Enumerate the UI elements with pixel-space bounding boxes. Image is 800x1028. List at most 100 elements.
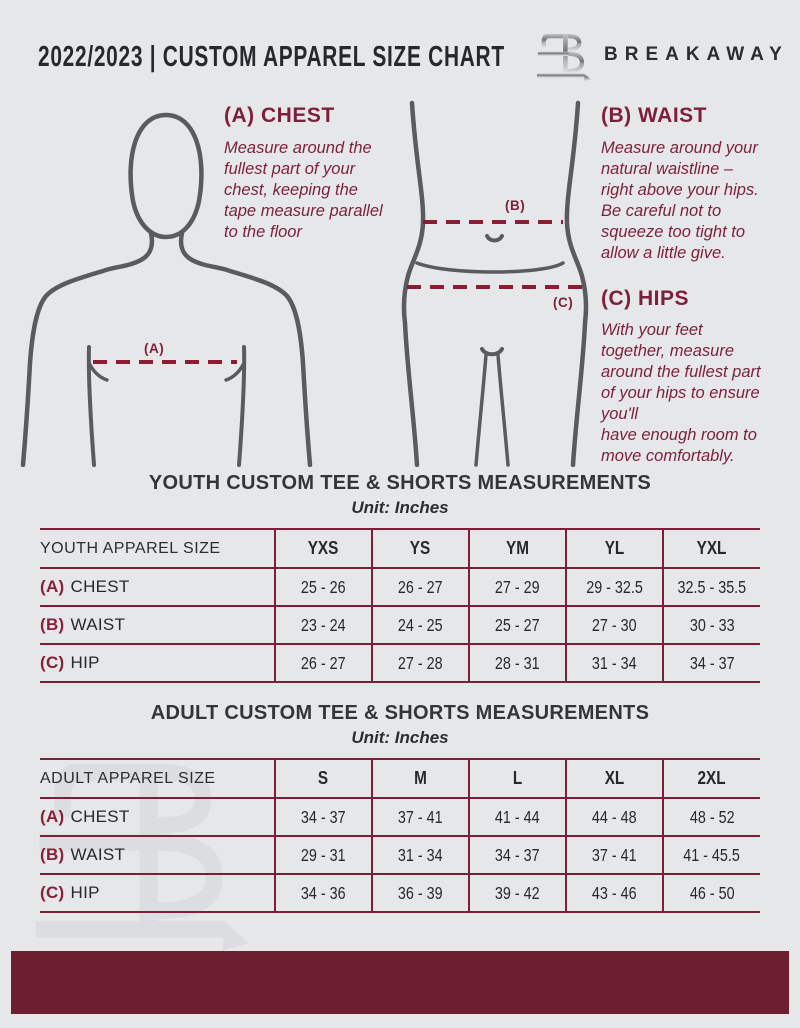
hips-marker-label: (C) (553, 295, 574, 310)
row-label: HIP (70, 883, 100, 902)
table-cell: 28 - 31 (468, 643, 566, 682)
table-cell: 23 - 24 (274, 605, 372, 644)
page-title: 2022/2023 | CUSTOM APPAREL SIZE CHART (38, 41, 505, 73)
brand-lockup: BREAKAWAY (536, 26, 782, 84)
table-cell: 31 - 34 (565, 643, 663, 682)
youth-size-table: YOUTH APPAREL SIZE YXS YS YM YL YXL (A) C… (40, 528, 760, 683)
table-cell: 27 - 29 (468, 567, 566, 606)
adult-size-table: ADULT APPAREL SIZE S M L XL 2XL (A) CHEST… (40, 758, 760, 913)
row-label: WAIST (70, 615, 126, 634)
chest-heading: (A) CHEST (224, 104, 335, 127)
table-cell: 27 - 30 (565, 605, 663, 644)
table-cell: 25 - 27 (468, 605, 566, 644)
row-label: WAIST (70, 845, 126, 864)
youth-chest-row-label: (A) CHEST (40, 567, 275, 606)
size-header-l: L (468, 759, 566, 798)
table-cell: 29 - 32.5 (565, 567, 663, 606)
size-header-l-label: L (512, 768, 523, 788)
waist-instructions: Measure around your natural waistline – … (601, 139, 759, 262)
youth-hip-row-label: (C) HIP (40, 643, 275, 682)
table-cell: 39 - 42 (468, 873, 566, 912)
adult-table-header-row: ADULT APPAREL SIZE S M L XL 2XL (40, 759, 760, 798)
lower-torso-figure (401, 100, 589, 467)
table-cell: 29 - 31 (274, 835, 372, 874)
size-header-xl: XL (565, 759, 663, 798)
adult-chest-row: (A) CHEST 34 - 37 37 - 41 41 - 44 44 - 48… (40, 797, 760, 836)
adult-waist-row-label: (B) WAIST (40, 835, 275, 874)
adult-hip-row-label: (C) HIP (40, 873, 275, 912)
adult-table-title: ADULT CUSTOM TEE & SHORTS MEASUREMENTS (150, 702, 650, 724)
hips-heading: (C) HIPS (601, 287, 689, 310)
youth-hip-row: (C) HIP 26 - 27 27 - 28 28 - 31 31 - 34 3… (40, 643, 760, 682)
waist-heading: (B) WAIST (601, 104, 707, 127)
chest-marker-label: (A) (144, 341, 165, 356)
size-header-ys: YS (371, 529, 469, 568)
size-header-m-label: M (414, 768, 427, 788)
size-header-m: M (371, 759, 469, 798)
row-prefix: (B) (40, 615, 65, 634)
table-cell: 32.5 - 35.5 (662, 567, 760, 606)
row-prefix: (C) (40, 883, 65, 902)
table-cell: 26 - 27 (274, 643, 372, 682)
adult-chest-row-label: (A) CHEST (40, 797, 275, 836)
size-header-yl: YL (565, 529, 663, 568)
youth-table-title: YOUTH CUSTOM TEE & SHORTS MEASUREMENTS (148, 472, 652, 494)
adult-waist-row: (B) WAIST 29 - 31 31 - 34 34 - 37 37 - 41… (40, 835, 760, 874)
table-cell: 34 - 37 (662, 643, 760, 682)
table-cell: 25 - 26 (274, 567, 372, 606)
adult-size-column-header-label: ADULT APPAREL SIZE (40, 769, 216, 787)
waist-marker-label: (B) (505, 198, 526, 213)
youth-waist-row-label: (B) WAIST (40, 605, 275, 644)
table-cell: 46 - 50 (662, 873, 760, 912)
table-cell: 41 - 45.5 (662, 835, 760, 874)
table-cell: 26 - 27 (371, 567, 469, 606)
size-header-xl-label: XL (604, 768, 625, 788)
table-cell: 37 - 41 (371, 797, 469, 836)
size-header-yxl-label: YXL (697, 538, 727, 558)
youth-waist-row: (B) WAIST 23 - 24 24 - 25 25 - 27 27 - 30… (40, 605, 760, 644)
row-label: HIP (70, 653, 100, 672)
row-label: CHEST (70, 577, 130, 596)
hips-instructions: With your feet together, measure around … (601, 321, 761, 465)
youth-table-unit: Unit: Inches (351, 498, 449, 517)
row-label: CHEST (70, 807, 130, 826)
chest-instructions: Measure around the fullest part of your … (224, 139, 383, 241)
row-prefix: (A) (40, 577, 65, 596)
table-cell: 31 - 34 (371, 835, 469, 874)
table-cell: 44 - 48 (565, 797, 663, 836)
size-header-ys-label: YS (410, 538, 431, 558)
size-header-s-label: S (318, 768, 329, 788)
youth-size-column-header-label: YOUTH APPAREL SIZE (40, 539, 221, 557)
size-header-yl-label: YL (604, 538, 625, 558)
table-cell: 37 - 41 (565, 835, 663, 874)
adult-hip-row: (C) HIP 34 - 36 36 - 39 39 - 42 43 - 46 4… (40, 873, 760, 912)
measurement-figures-illustration (20, 100, 589, 467)
size-header-yxs: YXS (274, 529, 372, 568)
table-cell: 27 - 28 (371, 643, 469, 682)
adult-size-column-header: ADULT APPAREL SIZE (40, 759, 275, 798)
table-cell: 48 - 52 (662, 797, 760, 836)
table-cell: 34 - 37 (274, 797, 372, 836)
size-header-2xl: 2XL (662, 759, 760, 798)
size-header-yxs-label: YXS (308, 538, 339, 558)
size-header-ym-label: YM (506, 538, 529, 558)
row-prefix: (C) (40, 653, 65, 672)
youth-chest-row: (A) CHEST 25 - 26 26 - 27 27 - 29 29 - 32… (40, 567, 760, 606)
size-header-yxl: YXL (662, 529, 760, 568)
table-cell: 43 - 46 (565, 873, 663, 912)
table-cell: 36 - 39 (371, 873, 469, 912)
size-header-ym: YM (468, 529, 566, 568)
table-cell: 30 - 33 (662, 605, 760, 644)
youth-table-header-row: YOUTH APPAREL SIZE YXS YS YM YL YXL (40, 529, 760, 568)
table-cell: 41 - 44 (468, 797, 566, 836)
youth-size-column-header: YOUTH APPAREL SIZE (40, 529, 275, 568)
table-cell: 24 - 25 (371, 605, 469, 644)
breakaway-b-logo-icon (536, 28, 592, 82)
table-cell: 34 - 37 (468, 835, 566, 874)
row-prefix: (B) (40, 845, 65, 864)
upper-torso-figure (20, 112, 313, 467)
row-prefix: (A) (40, 807, 65, 826)
size-header-s: S (274, 759, 372, 798)
size-header-2xl-label: 2XL (697, 768, 727, 788)
